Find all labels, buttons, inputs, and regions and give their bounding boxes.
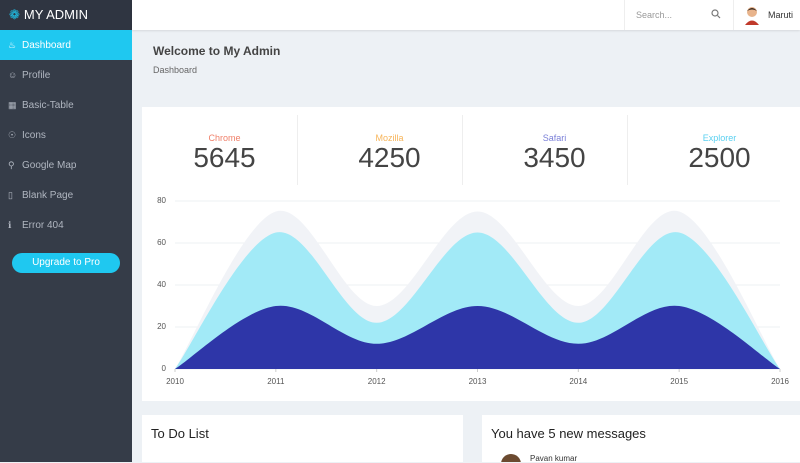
menu-icon: ☺ xyxy=(8,70,18,80)
x-tick-label: 2015 xyxy=(670,377,688,386)
stat-divider xyxy=(297,115,298,185)
menu-label: Basic-Table xyxy=(22,100,74,111)
avatar[interactable] xyxy=(744,5,760,25)
sender-avatar xyxy=(501,454,521,462)
stat-value: 3450 xyxy=(523,142,586,173)
x-tick-label: 2011 xyxy=(267,377,285,386)
stat-divider xyxy=(462,115,463,185)
x-tick-label: 2010 xyxy=(166,377,184,386)
menu-icon: ▦ xyxy=(8,100,17,110)
brand-text: MY ADMIN xyxy=(23,7,88,22)
card-title: To Do List xyxy=(151,426,209,441)
search-icon xyxy=(711,9,721,19)
menu-item[interactable]: ℹ Error 404 xyxy=(0,210,132,240)
menu-label: Google Map xyxy=(22,160,77,171)
y-tick-label: 60 xyxy=(157,238,166,247)
area xyxy=(175,305,780,369)
x-tick-label: 2012 xyxy=(368,377,386,386)
menu-item[interactable]: ☺ Profile xyxy=(0,60,132,90)
messages-card: You have 5 new messages Pavan kumar xyxy=(482,415,800,463)
search-box[interactable]: Search... xyxy=(624,0,734,30)
todo-card: To Do List xyxy=(142,415,463,462)
stat-value: 4250 xyxy=(358,142,421,173)
stat-divider xyxy=(627,115,628,185)
page-title: Welcome to My Admin xyxy=(153,44,281,58)
menu-item[interactable]: ☉ Icons xyxy=(0,120,132,150)
menu-label: Icons xyxy=(22,130,46,141)
search-placeholder: Search... xyxy=(636,10,673,20)
upgrade-button[interactable]: Upgrade to Pro xyxy=(12,253,120,273)
menu-icon: ▯ xyxy=(8,190,13,200)
stat-label: Safari xyxy=(542,133,567,143)
stat-label: Mozilla xyxy=(375,133,404,143)
menu-label: Profile xyxy=(22,70,51,81)
menu-item[interactable]: ▯ Blank Page xyxy=(0,180,132,210)
menu-label: Blank Page xyxy=(22,190,74,201)
stat-label: Chrome xyxy=(208,133,241,143)
menu-icon: ☉ xyxy=(8,130,17,140)
menu-item[interactable]: ▦ Basic-Table xyxy=(0,90,132,120)
x-tick-label: 2014 xyxy=(569,377,587,386)
menu-icon: ♨ xyxy=(8,40,17,50)
menu-item[interactable]: ♨ Dashboard xyxy=(0,30,132,60)
breadcrumb: Dashboard xyxy=(153,65,198,75)
user-name[interactable]: Maruti xyxy=(768,10,794,20)
menu-label: Dashboard xyxy=(22,40,71,51)
menu-label: Error 404 xyxy=(22,220,64,231)
y-tick-label: 20 xyxy=(157,322,166,331)
topbar: Search... Maruti xyxy=(132,0,800,30)
menu-icon: ℹ xyxy=(8,220,12,230)
stat-value: 5645 xyxy=(193,142,256,173)
x-tick-label: 2016 xyxy=(771,377,789,386)
menu-item[interactable]: ⚲ Google Map xyxy=(0,150,132,180)
y-tick-label: 40 xyxy=(157,280,166,289)
card-title: You have 5 new messages xyxy=(491,426,646,441)
stat-value: 2500 xyxy=(688,142,751,173)
menu-icon: ⚲ xyxy=(8,160,15,170)
brand[interactable]: ❁ MY ADMIN xyxy=(0,0,132,30)
stat-label: Explorer xyxy=(702,133,737,143)
sender-name: Pavan kumar xyxy=(530,454,578,463)
y-tick-label: 0 xyxy=(162,364,167,373)
x-tick-label: 2013 xyxy=(469,377,487,386)
y-tick-label: 80 xyxy=(157,196,166,205)
sidebar xyxy=(0,0,132,462)
